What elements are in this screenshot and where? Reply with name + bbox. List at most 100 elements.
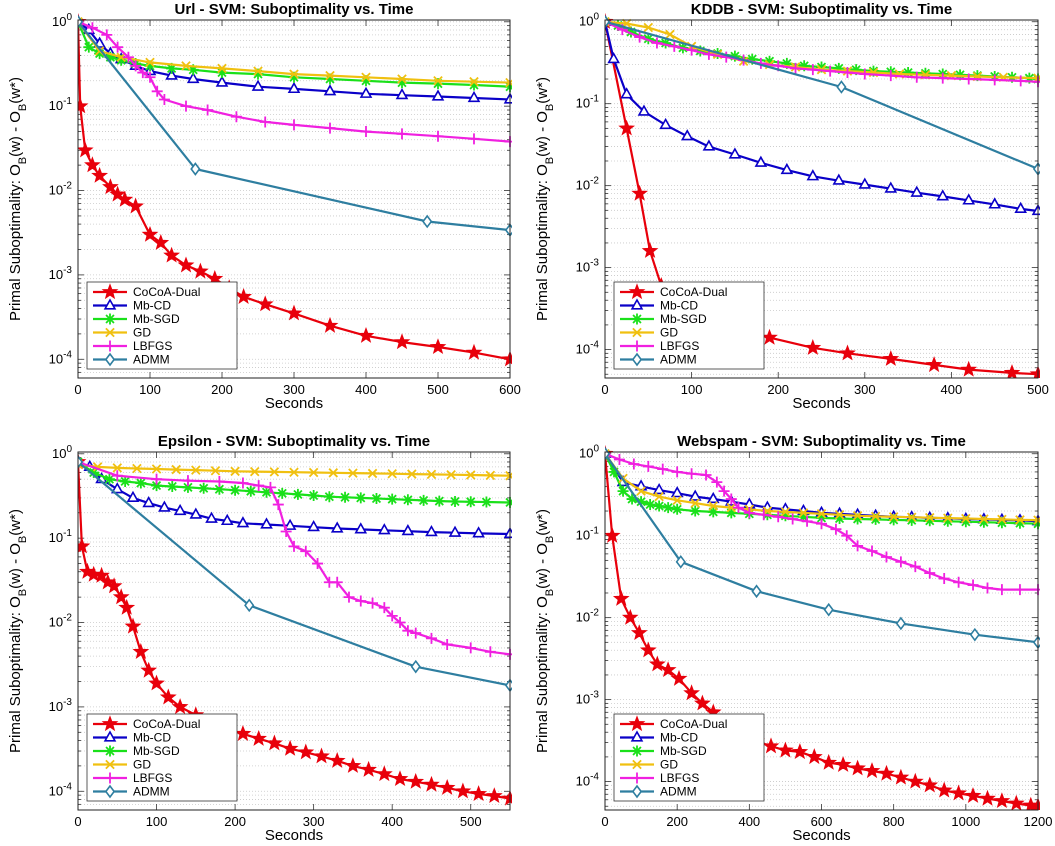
axes-box — [77, 451, 511, 811]
data-point — [344, 757, 362, 773]
data-point — [187, 64, 199, 76]
data-point — [465, 496, 477, 508]
data-point — [324, 73, 336, 85]
data-point — [816, 512, 827, 524]
data-point — [978, 516, 990, 528]
data-point — [613, 454, 625, 466]
data-point — [702, 139, 716, 151]
data-point — [151, 85, 163, 97]
data-point — [761, 328, 778, 345]
data-point — [182, 481, 194, 493]
data-point — [360, 75, 372, 87]
data-point — [292, 488, 304, 500]
data-point — [626, 493, 638, 505]
y-tick-label: 10-4 — [576, 772, 600, 789]
data-point — [186, 71, 200, 84]
data-point — [924, 512, 935, 523]
data-point — [620, 87, 633, 99]
data-point — [288, 71, 300, 83]
data-point — [878, 764, 895, 781]
data-point — [426, 469, 437, 480]
data-point — [675, 554, 686, 569]
data-point — [859, 68, 871, 80]
data-point — [950, 784, 968, 801]
data-point — [806, 169, 820, 181]
data-point — [264, 481, 276, 493]
data-point — [171, 698, 189, 715]
data-point — [711, 476, 723, 488]
x-axis-label: Seconds — [792, 395, 850, 412]
data-point — [924, 567, 936, 579]
data-point — [410, 627, 422, 639]
data-point — [182, 475, 194, 487]
x-tick-label: 300 — [854, 382, 876, 397]
data-point — [288, 540, 300, 552]
data-point — [467, 90, 481, 103]
data-point — [122, 51, 134, 63]
data-point — [648, 655, 666, 672]
data-point — [230, 111, 242, 123]
data-point — [762, 737, 780, 754]
chart-title: Epsilon - SVM: Suboptimality vs. Time — [158, 433, 430, 450]
data-point — [1008, 794, 1025, 810]
data-point — [249, 466, 260, 477]
data-point — [93, 566, 110, 583]
legend-label: GD — [133, 326, 151, 340]
legend-marker — [630, 298, 644, 310]
y-tick-label: 10-1 — [576, 526, 600, 543]
data-point — [454, 782, 472, 799]
x-tick-label: 400 — [738, 814, 760, 829]
data-point — [118, 598, 136, 615]
chart-panel: 10-4 10-3 10-2 10-1 100 0 100 200 300 400 500 Epsil… — [7, 433, 512, 844]
data-point — [288, 119, 300, 131]
data-point — [824, 65, 836, 77]
data-point — [780, 162, 794, 175]
y-tick-label: 10-4 — [49, 781, 73, 798]
x-tick-label: 600 — [811, 814, 833, 829]
x-tick-label: 100 — [139, 382, 161, 397]
data-point — [441, 638, 453, 650]
data-point — [852, 513, 864, 525]
data-point — [137, 67, 149, 79]
data-point — [300, 545, 312, 557]
data-point — [772, 511, 784, 523]
y-tick-label: 100 — [52, 444, 72, 461]
legend-marker — [628, 715, 646, 732]
data-point — [996, 517, 1008, 529]
data-point — [936, 189, 950, 201]
data-point — [746, 53, 758, 65]
data-point — [621, 608, 639, 625]
data-point — [659, 117, 672, 130]
data-point — [764, 55, 776, 67]
legend-marker — [104, 745, 116, 757]
legend-marker — [104, 784, 116, 799]
x-tick-label: 200 — [666, 814, 688, 829]
chart-panel: 10-4 10-3 10-2 10-1 100 0 100 200 300 400 500 600 Ur… — [7, 1, 521, 412]
data-point — [386, 493, 398, 505]
y-tick-label: 100 — [52, 12, 72, 29]
data-point — [206, 270, 224, 286]
data-point — [375, 765, 393, 782]
data-point — [281, 739, 299, 756]
data-point — [151, 480, 163, 492]
data-point — [670, 486, 684, 498]
data-point — [283, 518, 297, 530]
data-point — [643, 22, 654, 33]
data-point — [777, 741, 794, 758]
data-point — [252, 68, 264, 80]
legend-label: ADMM — [660, 785, 697, 799]
data-point — [148, 674, 165, 691]
data-point — [163, 246, 181, 263]
data-point — [101, 29, 113, 41]
data-point — [468, 133, 480, 145]
data-point — [446, 469, 456, 480]
legend-marker — [632, 759, 642, 770]
data-point — [142, 496, 156, 508]
legend-marker — [631, 352, 643, 367]
data-point — [190, 162, 201, 176]
data-point — [686, 468, 698, 480]
data-point — [171, 464, 181, 475]
data-point — [378, 523, 391, 535]
data-point — [394, 617, 406, 629]
